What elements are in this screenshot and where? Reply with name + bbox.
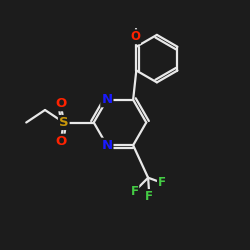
Text: S: S <box>59 116 69 129</box>
Text: F: F <box>158 176 166 189</box>
Text: F: F <box>130 185 138 198</box>
Text: O: O <box>55 135 66 148</box>
Text: F: F <box>146 190 154 203</box>
Text: N: N <box>101 139 112 152</box>
Text: N: N <box>101 93 112 106</box>
Text: O: O <box>130 30 140 43</box>
Text: O: O <box>55 97 66 110</box>
